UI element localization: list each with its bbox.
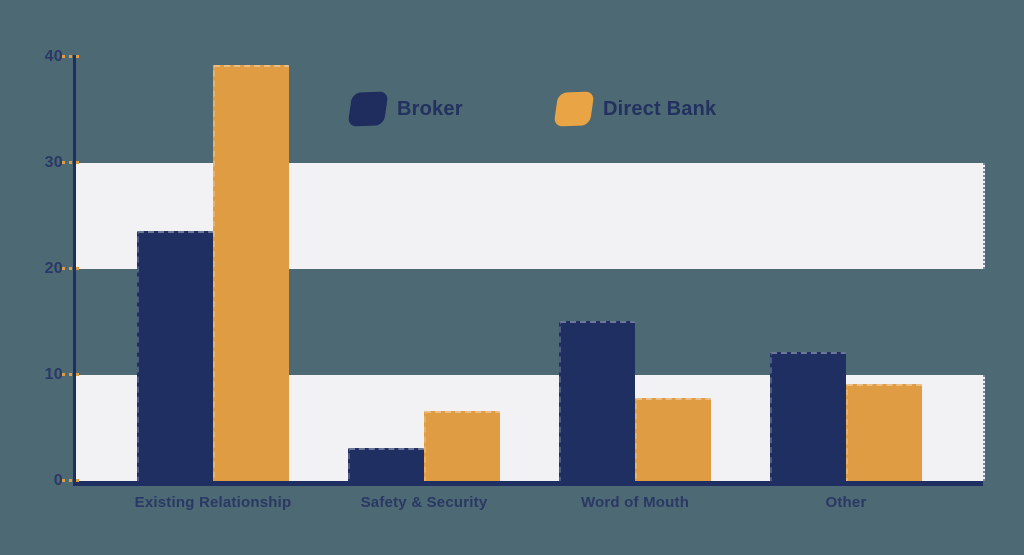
direct-bank-legend-swatch-icon: [553, 91, 595, 127]
y-axis-tick-label-30: 30: [44, 154, 63, 171]
bar-broker-other: [770, 352, 846, 483]
bar-direct-bank-word-of-mouth: [635, 398, 711, 483]
y-axis-tick-dash-10: [62, 373, 79, 376]
legend-item-direct-bank: Direct Bank: [553, 91, 717, 127]
legend-label-broker: Broker: [397, 97, 463, 120]
x-axis-label-other: Other: [825, 494, 867, 511]
x-axis-line: [73, 481, 983, 486]
x-axis-label-safety-security: Safety & Security: [360, 494, 488, 511]
y-axis-tick-dash-40: [62, 55, 79, 58]
y-axis-tick-dash-0: [62, 479, 79, 482]
bar-direct-bank-safety-security: [424, 411, 500, 483]
bar-broker-word-of-mouth: [559, 321, 635, 483]
bar-broker-existing-relationship: [137, 231, 213, 483]
broker-legend-swatch-icon: [347, 91, 389, 127]
bar-broker-safety-security: [348, 448, 424, 483]
y-axis-tick-dash-20: [62, 267, 79, 270]
y-axis-tick-label-0: 0: [53, 472, 63, 489]
y-axis-tick-dash-30: [62, 161, 79, 164]
y-axis-line: [73, 55, 76, 486]
y-axis-tick-label-10: 10: [44, 366, 63, 383]
legend-label-direct-bank: Direct Bank: [603, 97, 717, 120]
legend-item-broker: Broker: [347, 91, 463, 127]
bar-direct-bank-existing-relationship: [213, 65, 289, 483]
x-axis-label-existing-relationship: Existing Relationship: [134, 494, 292, 511]
y-axis-tick-label-40: 40: [44, 48, 63, 65]
x-axis-label-word-of-mouth: Word of Mouth: [580, 494, 690, 511]
bar-direct-bank-other: [846, 384, 922, 483]
y-axis-tick-label-20: 20: [44, 260, 63, 277]
